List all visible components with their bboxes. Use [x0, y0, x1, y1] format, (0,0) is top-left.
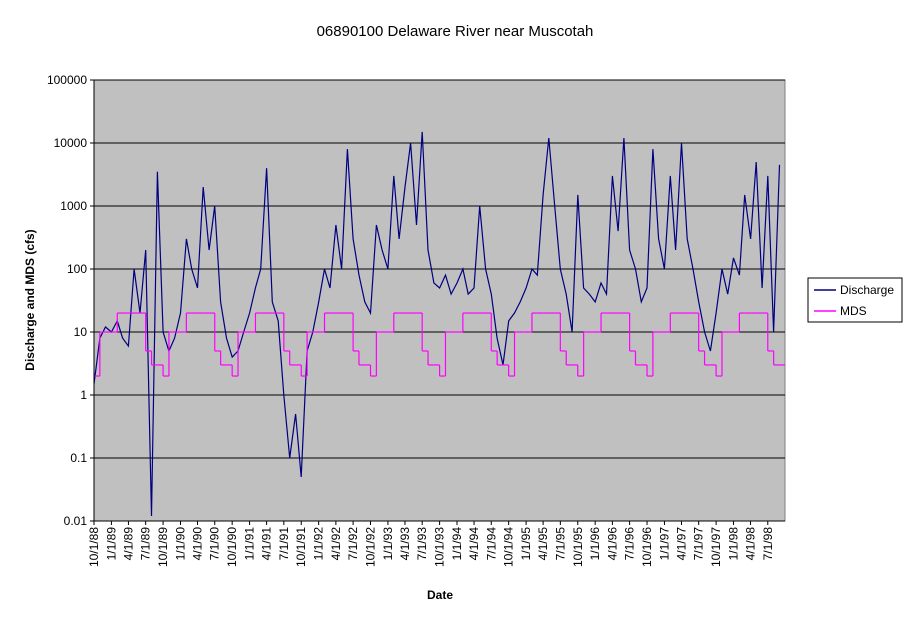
x-tick-label: 10/1/96 — [640, 527, 654, 567]
y-axis-label: Discharge and MDS (cfs) — [23, 229, 37, 370]
x-tick-label: 10/1/92 — [364, 527, 378, 567]
x-tick-label: 1/1/92 — [312, 527, 326, 561]
y-tick-label: 100000 — [47, 73, 87, 87]
y-tick-label: 0.01 — [64, 514, 88, 528]
x-tick-label: 10/1/88 — [87, 527, 101, 567]
x-tick-label: 1/1/95 — [519, 527, 533, 561]
x-tick-label: 7/1/92 — [346, 527, 360, 561]
x-tick-label: 1/1/89 — [104, 527, 118, 561]
x-tick-label: 1/1/96 — [588, 527, 602, 561]
x-tick-label: 10/1/91 — [294, 527, 308, 567]
line-series — [93, 131, 781, 517]
y-tick-label: 0.1 — [70, 451, 87, 465]
x-tick-label: 4/1/96 — [605, 527, 619, 561]
y-tick-label: 100 — [67, 262, 87, 276]
x-tick-label: 7/1/93 — [415, 527, 429, 561]
y-tick-label: 10000 — [54, 136, 88, 150]
x-tick-label: 10/1/94 — [502, 527, 516, 567]
x-tick-label: 4/1/90 — [191, 527, 205, 561]
legend-label: Discharge — [840, 283, 894, 297]
x-tick-label: 1/1/93 — [381, 527, 395, 561]
x-tick-label: 1/1/94 — [450, 527, 464, 561]
x-tick-label: 7/1/90 — [208, 527, 222, 561]
legend-box — [807, 277, 903, 323]
y-tick-label: 10 — [74, 325, 88, 339]
x-tick-label: 4/1/92 — [329, 527, 343, 561]
chart-title: 06890100 Delaware River near Muscotah — [317, 23, 594, 40]
x-tick-label: 7/1/91 — [277, 527, 291, 561]
plot-area — [93, 79, 786, 522]
x-tick-label: 10/1/97 — [709, 527, 723, 567]
x-tick-label: 7/1/95 — [553, 527, 567, 561]
x-tick-label: 4/1/97 — [674, 527, 688, 561]
x-tick-label: 10/1/95 — [571, 527, 585, 567]
x-tick-label: 7/1/96 — [623, 527, 637, 561]
x-tick-label: 1/1/98 — [727, 527, 741, 561]
x-tick-label: 1/1/91 — [243, 527, 257, 561]
x-axis-label: Date — [427, 588, 453, 602]
x-tick-label: 4/1/95 — [536, 527, 550, 561]
legend: Discharge MDS — [807, 277, 903, 323]
x-tick-label: 4/1/93 — [398, 527, 412, 561]
x-tick-label: 4/1/91 — [260, 527, 274, 561]
x-tick-label: 7/1/98 — [761, 527, 775, 561]
x-tick-label: 10/1/89 — [156, 527, 170, 567]
x-tick-label: 4/1/89 — [121, 527, 135, 561]
x-tick-label: 4/1/98 — [744, 527, 758, 561]
legend-label: MDS — [840, 304, 867, 318]
x-tick-label: 10/1/93 — [433, 527, 447, 567]
x-tick-label: 4/1/94 — [467, 527, 481, 561]
x-tick-label: 1/1/97 — [657, 527, 671, 561]
x-tick-label: 7/1/89 — [139, 527, 153, 561]
y-tick-label: 1000 — [60, 199, 87, 213]
x-tick-label: 10/1/90 — [225, 527, 239, 567]
y-tick-label: 1 — [80, 388, 87, 402]
x-tick-label: 7/1/97 — [692, 527, 706, 561]
x-tick-label: 7/1/94 — [484, 527, 498, 561]
x-tick-label: 1/1/90 — [173, 527, 187, 561]
